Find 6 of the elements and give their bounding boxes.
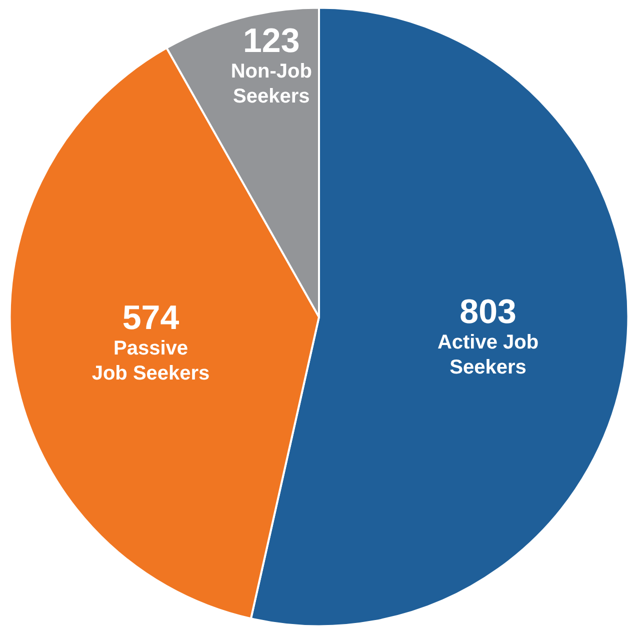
slice-label: Passive Job Seekers — [92, 337, 210, 384]
data-label: 803 — [460, 292, 516, 331]
slice-label: Non-Job Seekers — [230, 60, 312, 108]
data-label: 123 — [243, 22, 300, 60]
slice-label: Active Job Seekers — [437, 331, 539, 378]
data-label: 574 — [122, 298, 180, 337]
